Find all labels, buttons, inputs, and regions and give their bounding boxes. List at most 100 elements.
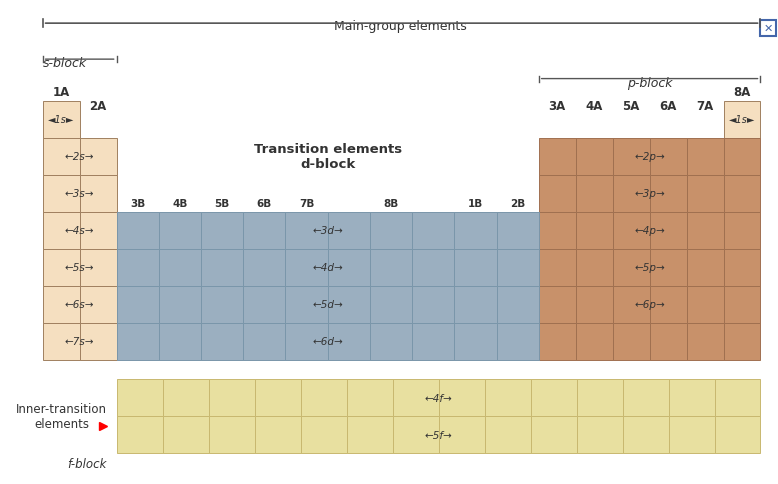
FancyBboxPatch shape [612, 138, 650, 176]
Text: s-block: s-block [43, 57, 87, 70]
Text: 2B: 2B [510, 198, 525, 209]
Text: ←6p→: ←6p→ [634, 300, 665, 310]
FancyBboxPatch shape [612, 286, 650, 323]
FancyBboxPatch shape [576, 212, 612, 249]
FancyBboxPatch shape [201, 212, 244, 249]
FancyBboxPatch shape [454, 286, 496, 323]
FancyBboxPatch shape [43, 212, 79, 249]
Text: ←3s→: ←3s→ [65, 189, 94, 199]
FancyBboxPatch shape [485, 379, 531, 416]
FancyBboxPatch shape [79, 176, 117, 212]
Text: 8B: 8B [384, 198, 398, 209]
FancyBboxPatch shape [201, 286, 244, 323]
FancyBboxPatch shape [612, 212, 650, 249]
FancyBboxPatch shape [328, 323, 370, 360]
FancyBboxPatch shape [201, 249, 244, 286]
FancyBboxPatch shape [576, 323, 612, 360]
FancyBboxPatch shape [412, 323, 454, 360]
FancyBboxPatch shape [668, 416, 714, 453]
FancyBboxPatch shape [117, 212, 159, 249]
Text: Main-group elements: Main-group elements [335, 20, 467, 33]
FancyBboxPatch shape [43, 286, 79, 323]
FancyBboxPatch shape [496, 249, 538, 286]
FancyBboxPatch shape [117, 286, 159, 323]
FancyBboxPatch shape [538, 286, 576, 323]
FancyBboxPatch shape [686, 323, 724, 360]
FancyBboxPatch shape [724, 102, 760, 138]
FancyBboxPatch shape [724, 323, 760, 360]
Text: ◄1s►: ◄1s► [729, 115, 755, 125]
Text: ←3d→: ←3d→ [312, 226, 343, 236]
FancyBboxPatch shape [370, 249, 412, 286]
Text: 6B: 6B [257, 198, 272, 209]
FancyBboxPatch shape [576, 286, 612, 323]
FancyBboxPatch shape [531, 379, 576, 416]
FancyBboxPatch shape [686, 138, 724, 176]
Text: 4A: 4A [586, 100, 603, 113]
FancyBboxPatch shape [412, 212, 454, 249]
Text: ←2s→: ←2s→ [65, 152, 94, 162]
Text: ←3p→: ←3p→ [634, 189, 665, 199]
FancyBboxPatch shape [117, 416, 163, 453]
FancyBboxPatch shape [724, 212, 760, 249]
FancyBboxPatch shape [531, 416, 576, 453]
FancyBboxPatch shape [412, 286, 454, 323]
Text: 8A: 8A [734, 86, 751, 99]
Text: ←6s→: ←6s→ [65, 300, 94, 310]
Text: ←4s→: ←4s→ [65, 226, 94, 236]
FancyBboxPatch shape [79, 212, 117, 249]
FancyBboxPatch shape [300, 379, 346, 416]
FancyBboxPatch shape [286, 286, 328, 323]
Text: ←4d→: ←4d→ [312, 263, 343, 272]
Text: 2A: 2A [89, 100, 107, 113]
Text: Transition elements
d-block: Transition elements d-block [254, 143, 401, 171]
FancyBboxPatch shape [209, 379, 254, 416]
FancyBboxPatch shape [370, 323, 412, 360]
FancyBboxPatch shape [538, 249, 576, 286]
FancyBboxPatch shape [159, 323, 201, 360]
Text: ←4f→: ←4f→ [425, 393, 453, 403]
Text: ←2p→: ←2p→ [634, 152, 665, 162]
FancyBboxPatch shape [43, 138, 79, 176]
Text: 1B: 1B [468, 198, 483, 209]
FancyBboxPatch shape [43, 102, 79, 138]
FancyBboxPatch shape [650, 212, 686, 249]
Text: f-block: f-block [68, 457, 107, 470]
Text: 6A: 6A [660, 100, 677, 113]
FancyBboxPatch shape [286, 249, 328, 286]
FancyBboxPatch shape [538, 212, 576, 249]
Text: ←6d→: ←6d→ [312, 336, 343, 347]
FancyBboxPatch shape [650, 249, 686, 286]
FancyBboxPatch shape [622, 416, 668, 453]
FancyBboxPatch shape [650, 286, 686, 323]
FancyBboxPatch shape [496, 323, 538, 360]
FancyBboxPatch shape [576, 138, 612, 176]
FancyBboxPatch shape [328, 249, 370, 286]
FancyBboxPatch shape [454, 249, 496, 286]
Text: ◄1s►: ◄1s► [48, 115, 75, 125]
FancyBboxPatch shape [244, 249, 286, 286]
Text: p-block: p-block [627, 76, 672, 90]
FancyBboxPatch shape [576, 249, 612, 286]
FancyBboxPatch shape [201, 323, 244, 360]
Text: 5B: 5B [215, 198, 230, 209]
FancyBboxPatch shape [724, 249, 760, 286]
FancyBboxPatch shape [393, 416, 439, 453]
FancyBboxPatch shape [760, 21, 776, 37]
Text: Inner-transition
elements: Inner-transition elements [16, 402, 107, 430]
FancyBboxPatch shape [79, 249, 117, 286]
FancyBboxPatch shape [159, 286, 201, 323]
FancyBboxPatch shape [622, 379, 668, 416]
FancyBboxPatch shape [163, 379, 209, 416]
FancyBboxPatch shape [244, 323, 286, 360]
Text: 7A: 7A [696, 100, 713, 113]
FancyBboxPatch shape [485, 416, 531, 453]
FancyBboxPatch shape [393, 379, 439, 416]
FancyBboxPatch shape [612, 323, 650, 360]
FancyBboxPatch shape [714, 379, 760, 416]
FancyBboxPatch shape [576, 176, 612, 212]
FancyBboxPatch shape [117, 249, 159, 286]
FancyBboxPatch shape [576, 416, 622, 453]
FancyBboxPatch shape [43, 323, 79, 360]
Text: ✕: ✕ [763, 24, 773, 34]
